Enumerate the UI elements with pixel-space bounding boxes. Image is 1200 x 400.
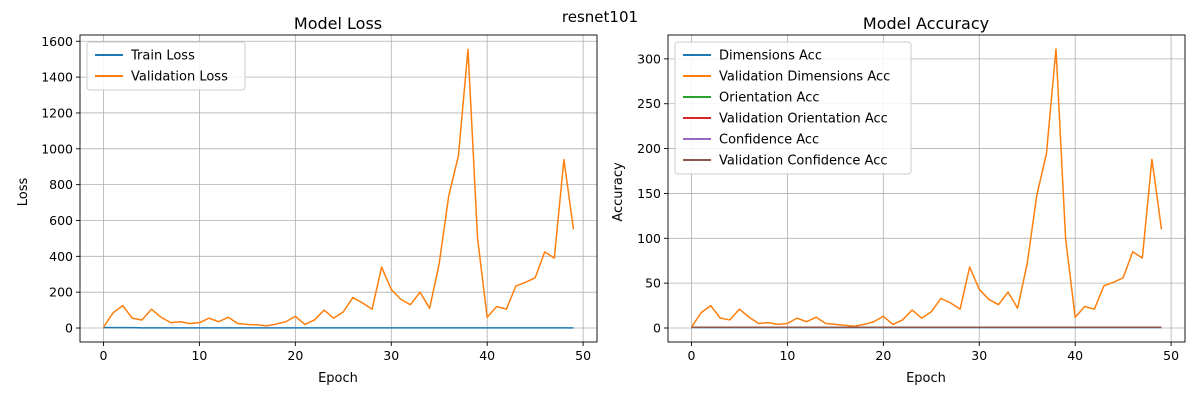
loss-ytick-label-0: 0 [65, 321, 73, 336]
loss-ytick-label-8: 1600 [41, 34, 73, 49]
loss-xtick-label-5: 50 [575, 348, 591, 363]
loss-xtick-label-0: 0 [100, 348, 108, 363]
accuracy-ytick-label-2: 100 [637, 231, 661, 246]
accuracy-xtick-label-5: 50 [1163, 348, 1179, 363]
loss-chart-title: Model Loss [294, 14, 382, 33]
loss-ytick-label-4: 800 [49, 177, 73, 192]
accuracy-xtick-label-0: 0 [688, 348, 696, 363]
accuracy-ytick-label-3: 150 [637, 186, 661, 201]
loss-chart-xlabel: Epoch [318, 371, 358, 386]
accuracy-chart-ylabel: Accuracy [611, 162, 626, 222]
accuracy-xtick-label-1: 10 [779, 348, 795, 363]
accuracy-axes-frame [667, 34, 1186, 343]
loss-chart: Model Loss Epoch Loss 0 10 20 30 40 50 0 200 400… [16, 14, 598, 386]
loss-chart-ylabel: Loss [16, 178, 31, 207]
accuracy-xtick-label-2: 20 [875, 348, 891, 363]
accuracy-legend-label-1: Validation Dimensions Acc [719, 70, 890, 85]
accuracy-series-line-1 [690, 48, 1163, 328]
loss-legend-label-0: Train Loss [130, 49, 195, 64]
loss-xtick-label-2: 20 [287, 348, 303, 363]
accuracy-ytick-label-4: 200 [637, 141, 661, 156]
loss-ytick-label-7: 1400 [41, 70, 73, 85]
accuracy-legend-label-3: Validation Orientation Acc [719, 112, 888, 127]
accuracy-chart-title: Model Accuracy [863, 14, 989, 33]
loss-legend-label-1: Validation Loss [131, 70, 228, 85]
accuracy-legend-label-2: Orientation Acc [719, 91, 819, 106]
accuracy-ytick-label-0: 0 [653, 321, 661, 336]
accuracy-xtick-label-3: 30 [971, 348, 987, 363]
loss-ytick-label-3: 600 [49, 213, 73, 228]
accuracy-ytick-label-6: 300 [637, 51, 661, 66]
figure-suptitle: resnet101 [562, 8, 638, 26]
loss-legend [86, 41, 246, 91]
loss-ytick-label-5: 1000 [41, 141, 73, 156]
loss-xtick-label-1: 10 [191, 348, 207, 363]
accuracy-chart: Model Accuracy Epoch Accuracy 0 10 20 30 40 5… [611, 14, 1186, 386]
loss-xtick-label-4: 40 [479, 348, 495, 363]
accuracy-xtick-label-4: 40 [1067, 348, 1083, 363]
loss-ytick-label-6: 1200 [41, 105, 73, 120]
accuracy-ytick-label-1: 50 [645, 276, 661, 291]
accuracy-chart-xlabel: Epoch [906, 371, 946, 386]
loss-xtick-label-3: 30 [383, 348, 399, 363]
accuracy-legend-label-4: Confidence Acc [719, 133, 819, 148]
accuracy-ytick-label-5: 250 [637, 96, 661, 111]
loss-ytick-label-2: 400 [49, 249, 73, 264]
loss-ytick-label-1: 200 [49, 285, 73, 300]
accuracy-legend-label-5: Validation Confidence Acc [719, 154, 888, 169]
accuracy-legend-label-0: Dimensions Acc [719, 49, 822, 64]
accuracy-legend [674, 41, 912, 175]
loss-axes-frame [79, 34, 598, 343]
loss-series-line-1 [102, 48, 575, 328]
